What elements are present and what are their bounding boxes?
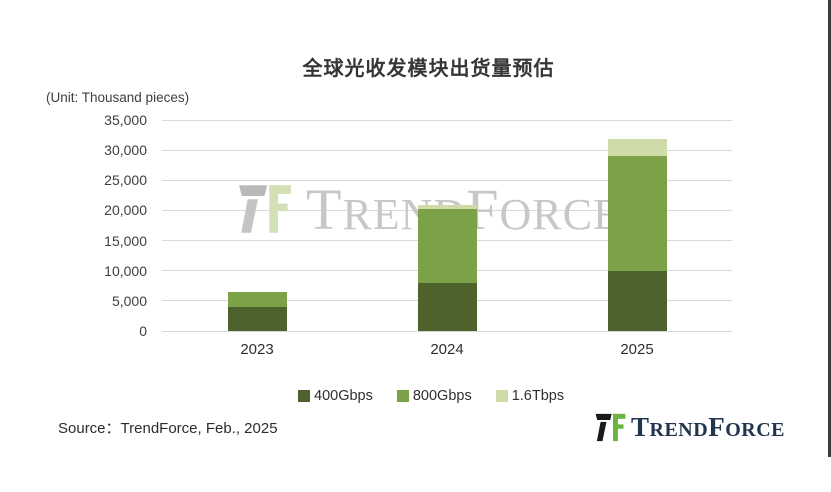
legend-item-400gbps: 400Gbps bbox=[298, 388, 373, 404]
y-axis-label-35000: 35,000 bbox=[104, 112, 147, 128]
legend-label-800gbps: 800Gbps bbox=[412, 388, 472, 404]
y-axis-label-5000: 5,000 bbox=[111, 292, 147, 309]
y-axis-label-15000: 15,000 bbox=[104, 232, 147, 249]
gridline-0 bbox=[162, 330, 732, 332]
gridline-25000 bbox=[162, 179, 732, 181]
legend-label-400gbps: 400Gbps bbox=[314, 388, 373, 404]
legend-item-800gbps: 800Gbps bbox=[396, 388, 472, 404]
bar-segment-2023-800gbps bbox=[227, 292, 287, 307]
legend-swatch-400gbps bbox=[298, 390, 310, 402]
page-title: 全球光收发模块出货量预估 bbox=[302, 58, 555, 80]
unit-label: (Unit: Thousand pieces) bbox=[46, 90, 190, 105]
trendforce-logo: TRENDFORCE bbox=[595, 411, 785, 443]
legend-swatch-1.6tbps bbox=[495, 390, 508, 402]
bar-2024 bbox=[417, 205, 477, 331]
bar-segment-2024-800gbps bbox=[417, 209, 477, 283]
gridline-30000 bbox=[162, 149, 732, 151]
y-axis: 0 5,000 10,000 15,000 20,000 25,000 30,000 35,0… bbox=[55, 112, 147, 339]
legend-item-1.6tbps: 1.6Tbps bbox=[495, 388, 565, 404]
bar-segment-2024-400gbps bbox=[417, 282, 477, 331]
y-axis-label-0: 0 bbox=[139, 323, 147, 339]
legend-swatch-800gbps bbox=[396, 390, 409, 402]
bar-segment-2025-400gbps bbox=[607, 270, 667, 331]
window-right-edge bbox=[828, 0, 831, 457]
bar-2025 bbox=[607, 138, 667, 331]
legend-label-1.6tbps: 1.6Tbps bbox=[511, 388, 565, 404]
bar-segment-2023-400gbps bbox=[227, 306, 287, 331]
bar-segment-2024-1.6tbps bbox=[417, 205, 477, 210]
y-axis-label-20000: 20,000 bbox=[104, 202, 147, 219]
bar-2023 bbox=[227, 292, 287, 331]
bar-segment-2025-1.6tbps bbox=[607, 138, 667, 156]
bar-segment-2025-800gbps bbox=[607, 155, 667, 271]
x-axis: 2023 2024 2025 bbox=[162, 341, 732, 361]
x-axis-label-2023: 2023 bbox=[240, 341, 274, 358]
trendforce-logo-icon bbox=[595, 413, 626, 441]
y-axis-label-30000: 30,000 bbox=[104, 142, 147, 159]
source-text: Source：TrendForce, Feb., 2025 bbox=[58, 420, 278, 437]
x-axis-label-2024: 2024 bbox=[430, 341, 464, 358]
trendforce-logo-text: TRENDFORCE bbox=[631, 411, 785, 442]
legend: 400Gbps 800Gbps 1.6Tbps bbox=[298, 388, 564, 404]
plot-area bbox=[162, 119, 732, 332]
y-axis-label-10000: 10,000 bbox=[104, 262, 147, 279]
gridline-35000 bbox=[162, 119, 732, 121]
x-axis-label-2025: 2025 bbox=[620, 341, 654, 358]
y-axis-label-25000: 25,000 bbox=[104, 172, 147, 189]
